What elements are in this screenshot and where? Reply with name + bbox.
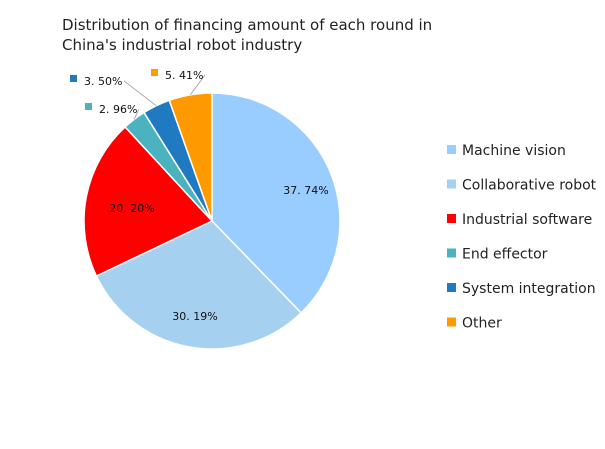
data-label-system-integration: 3. 50% xyxy=(84,75,122,88)
pie-slices xyxy=(83,92,341,350)
chart-title: Distribution of financing amount of each… xyxy=(62,16,432,54)
data-label-end-effector: 2. 96% xyxy=(99,103,137,116)
leader-line-end-effector xyxy=(133,108,140,120)
legend-swatch-system-integration xyxy=(447,283,456,292)
legend-label-system-integration: System integration xyxy=(462,281,596,297)
leader-line-system-integration xyxy=(123,80,157,107)
data-label-machine-vision: 37. 74% xyxy=(283,184,328,197)
legend-label-other: Other xyxy=(462,316,502,332)
legend-label-industrial-software: Industrial software xyxy=(462,212,592,228)
data-label-swatch-end-effector xyxy=(85,103,92,110)
data-label-industrial-software: 20. 20% xyxy=(109,202,154,215)
data-label-swatch-system-integration xyxy=(70,75,77,82)
legend-swatch-machine-vision xyxy=(447,145,456,154)
legend-swatch-other xyxy=(447,317,456,327)
chart-title-line-1: Distribution of financing amount of each… xyxy=(62,16,432,34)
pie-slice-collaborative-robot xyxy=(95,220,303,350)
legend-label-end-effector: End effector xyxy=(462,247,548,263)
leader-line-other xyxy=(189,74,206,96)
legend-label-collaborative-robot: Collaborative robot xyxy=(462,178,597,194)
data-label-swatch-other xyxy=(151,69,158,76)
chart-legend: Machine vision Collaborative robot Industr… xyxy=(447,143,597,332)
data-label-collaborative-robot: 30. 19% xyxy=(172,310,217,323)
pie-slice-industrial-software xyxy=(83,125,214,278)
legend-label-machine-vision: Machine vision xyxy=(462,143,566,159)
legend-swatch-industrial-software xyxy=(447,214,456,223)
pie-data-labels: 37. 74% 30. 19% 20. 20% 2. 96% 3. 50% 5. 41% xyxy=(70,69,329,323)
pie-slice-other xyxy=(168,92,213,222)
legend-swatch-collaborative-robot xyxy=(447,179,456,189)
pie-slice-machine-vision xyxy=(211,92,341,314)
legend-swatch-end-effector xyxy=(447,248,456,258)
data-label-other: 5. 41% xyxy=(165,69,203,82)
pie-leader-lines xyxy=(123,74,206,120)
chart-title-line-2: China's industrial robot industry xyxy=(62,36,302,54)
